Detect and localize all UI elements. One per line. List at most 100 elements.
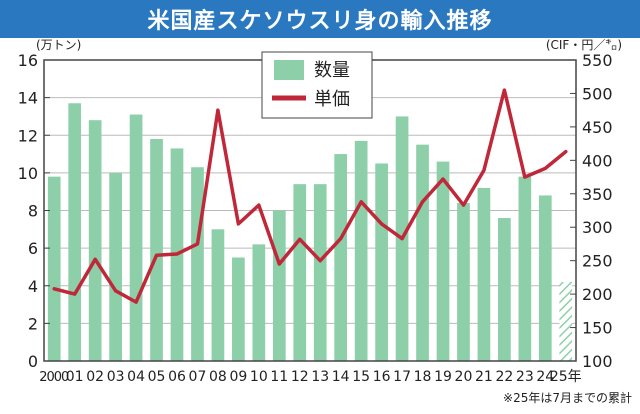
price-point <box>298 237 302 241</box>
left-tick-label: 16 <box>18 51 38 70</box>
bar-partial <box>559 281 573 361</box>
right-tick-label: 150 <box>582 319 613 338</box>
bar <box>150 139 163 361</box>
right-tick-label: 450 <box>582 118 613 137</box>
price-point <box>236 222 240 226</box>
left-unit-label: (万トン) <box>36 38 81 52</box>
legend-line-label: 単価 <box>314 89 350 110</box>
left-tick-label: 14 <box>18 89 38 108</box>
x-tick-label: 16 <box>373 369 391 385</box>
price-point <box>543 166 547 170</box>
left-tick-label: 0 <box>28 352 38 371</box>
x-tick-label: 05 <box>148 369 166 385</box>
x-tick-label: 01 <box>66 369 84 385</box>
price-point <box>175 252 179 256</box>
axis-layer: 0246810121416100150200250300350400450500… <box>18 51 613 385</box>
left-tick-label: 6 <box>28 239 38 258</box>
x-tick-label: 10 <box>250 369 268 385</box>
x-tick-label: 04 <box>127 369 145 385</box>
bar <box>498 218 511 361</box>
x-tick-label: 07 <box>189 369 207 385</box>
legend-bar-swatch <box>274 60 304 80</box>
left-tick-label: 12 <box>18 126 38 145</box>
bar <box>68 103 82 362</box>
x-tick-label: 11 <box>270 369 288 385</box>
right-unit-label: (CIF・円／㌔) <box>546 38 622 52</box>
x-tick-label: 21 <box>475 369 493 385</box>
bar <box>232 257 245 361</box>
price-point <box>93 257 97 261</box>
grid-layer <box>44 97 576 324</box>
price-point <box>461 203 465 207</box>
bar <box>129 114 143 362</box>
left-tick-label: 8 <box>28 202 38 221</box>
price-point <box>318 259 322 263</box>
chart-area: 0 2 4 6 8 10 12 14 16 100 150 200 250 300 350 400 450 500… <box>0 38 640 410</box>
price-point <box>421 200 425 204</box>
right-tick-label: 100 <box>582 352 613 371</box>
x-tick-label: 03 <box>107 369 125 385</box>
legend: 数量 単価 <box>261 51 373 119</box>
line-layer <box>52 88 568 304</box>
price-point <box>277 262 281 266</box>
price-point <box>155 253 159 257</box>
x-tick-label: 2000 <box>39 370 69 385</box>
price-point <box>216 108 220 112</box>
right-tick-label: 200 <box>582 285 613 304</box>
x-tick-label: 12 <box>291 369 309 385</box>
x-tick-label: 23 <box>516 369 534 385</box>
legend-bar-label: 数量 <box>314 60 350 81</box>
bar <box>436 161 450 361</box>
price-point <box>339 237 343 241</box>
bar <box>457 202 470 361</box>
x-tick-label: 17 <box>393 369 411 385</box>
chart-svg: 0246810121416100150200250300350400450500… <box>18 38 632 405</box>
price-point <box>257 203 261 207</box>
price-point <box>441 177 445 181</box>
bar <box>88 120 102 361</box>
price-point <box>195 242 199 246</box>
price-line <box>52 88 568 304</box>
x-tick-label: 08 <box>209 369 227 385</box>
x-tick-label: 02 <box>86 369 104 385</box>
bar <box>313 184 327 361</box>
bar <box>293 184 307 361</box>
x-tick-label: 13 <box>311 369 329 385</box>
bar <box>477 187 491 361</box>
bar <box>334 154 348 361</box>
bar <box>375 163 388 361</box>
bar <box>518 176 532 361</box>
footnote: ※25年は7月までの累計 <box>503 390 632 405</box>
bar <box>272 210 286 361</box>
chart-title: 米国産スケソウスリ身の輸入推移 <box>147 9 493 34</box>
bar-layer <box>47 103 573 362</box>
bar <box>252 244 266 361</box>
x-tick-label: 14 <box>332 369 350 385</box>
x-tick-label: 18 <box>414 369 432 385</box>
price-point <box>73 292 77 296</box>
price-point <box>52 287 56 291</box>
right-tick-label: 500 <box>582 84 613 103</box>
right-tick-label: 400 <box>582 151 613 170</box>
left-tick-label: 10 <box>18 164 38 183</box>
bar <box>354 140 368 361</box>
price-point <box>564 150 568 154</box>
x-tick-label: 25年 <box>550 369 582 385</box>
price-point <box>502 88 506 92</box>
bar <box>47 176 61 361</box>
price-point <box>134 300 138 304</box>
x-tick-label: 06 <box>168 369 186 385</box>
bar <box>191 167 204 361</box>
x-tick-label: 20 <box>455 369 473 385</box>
price-point <box>482 168 486 172</box>
price-point <box>400 237 404 241</box>
price-point <box>523 175 527 179</box>
x-tick-label: 15 <box>352 369 370 385</box>
title-bar: 米国産スケソウスリ身の輸入推移 <box>0 0 640 38</box>
left-tick-label: 4 <box>28 277 38 296</box>
bar <box>416 144 429 361</box>
price-point <box>380 222 384 226</box>
x-tick-label: 24 <box>536 369 554 385</box>
bar <box>538 195 552 361</box>
bar <box>211 229 225 361</box>
